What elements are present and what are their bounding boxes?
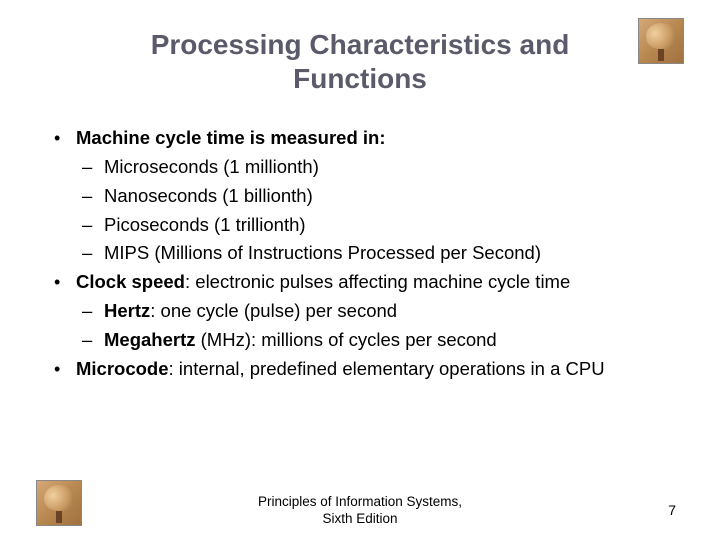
logo-top (638, 18, 684, 64)
sub-item: Microseconds (1 millionth) (76, 154, 680, 181)
sub-list: Microseconds (1 millionth) Nanoseconds (… (76, 154, 680, 267)
bullet-rest: : electronic pulses affecting machine cy… (185, 271, 570, 292)
bullet-item: Clock speed: electronic pulses affecting… (48, 269, 680, 353)
sub-lead: Hertz (104, 300, 150, 321)
sub-item: Hertz: one cycle (pulse) per second (76, 298, 680, 325)
footer-line1: Principles of Information Systems, (258, 494, 462, 509)
bullet-item: Machine cycle time is measured in: Micro… (48, 125, 680, 267)
sub-list: Hertz: one cycle (pulse) per second Mega… (76, 298, 680, 354)
footer: Principles of Information Systems, Sixth… (0, 494, 720, 528)
tree-icon (638, 18, 684, 64)
sub-rest: (MHz): millions of cycles per second (196, 329, 497, 350)
sub-item: MIPS (Millions of Instructions Processed… (76, 240, 680, 267)
sub-item: Nanoseconds (1 billionth) (76, 183, 680, 210)
sub-lead: Megahertz (104, 329, 196, 350)
slide: Processing Characteristics and Functions… (0, 0, 720, 540)
bullet-item: Microcode: internal, predefined elementa… (48, 356, 680, 383)
page-number: 7 (668, 502, 676, 518)
sub-item: Megahertz (MHz): millions of cycles per … (76, 327, 680, 354)
bullet-lead: Microcode (76, 358, 169, 379)
footer-line2: Sixth Edition (322, 511, 397, 526)
bullet-lead: Machine cycle time is measured in: (76, 127, 386, 148)
bullet-rest: : internal, predefined elementary operat… (169, 358, 605, 379)
sub-rest: : one cycle (pulse) per second (150, 300, 397, 321)
slide-content: Machine cycle time is measured in: Micro… (40, 125, 680, 382)
sub-item: Picoseconds (1 trillionth) (76, 212, 680, 239)
bullet-list: Machine cycle time is measured in: Micro… (48, 125, 680, 382)
bullet-lead: Clock speed (76, 271, 185, 292)
slide-title: Processing Characteristics and Functions (40, 28, 680, 95)
